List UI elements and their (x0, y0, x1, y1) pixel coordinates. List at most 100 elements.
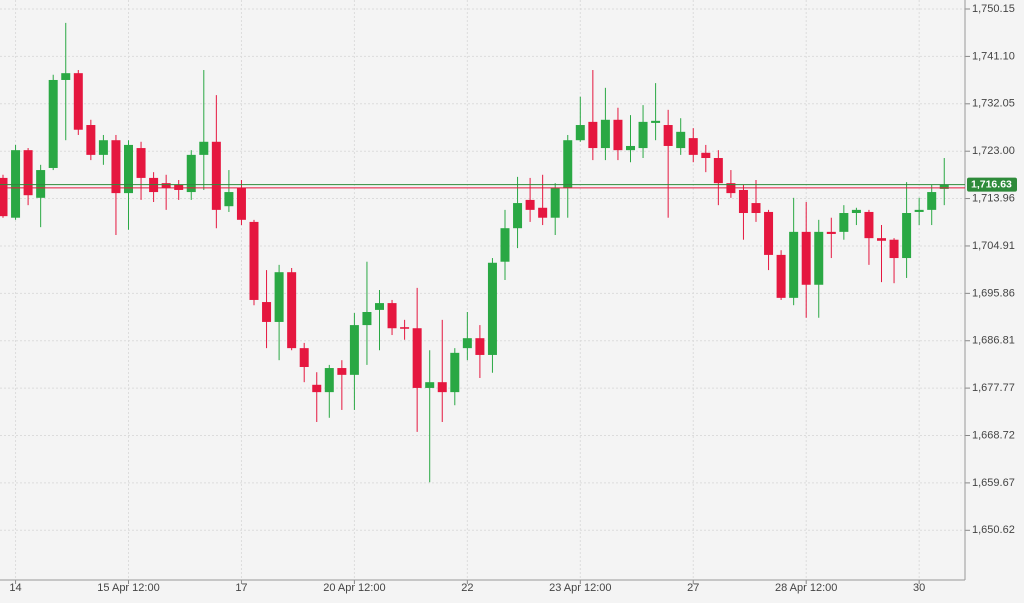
candle-body (789, 231, 799, 298)
price-label: 1,716.63 (971, 178, 1012, 190)
candle-body (801, 231, 811, 285)
candle-body (751, 203, 761, 214)
candle-body (337, 368, 347, 375)
candle-body (525, 199, 535, 210)
candle-body (86, 125, 96, 155)
candle-body (613, 119, 623, 151)
candle-body (839, 213, 849, 232)
candle-body (124, 144, 133, 194)
candle-body (98, 140, 108, 155)
candle-body (11, 150, 21, 218)
candle-body (387, 303, 397, 329)
candle-body (663, 125, 673, 146)
candle-body (262, 302, 272, 322)
candle-body (914, 209, 924, 212)
candle-body (513, 203, 523, 229)
candle-body (600, 119, 610, 149)
x-tick-label: 20 Apr 12:00 (323, 582, 385, 594)
y-tick-label: 1,713.96 (972, 192, 1015, 204)
y-tick-label: 1,732.05 (972, 98, 1015, 110)
candle-body (688, 138, 698, 155)
candle-body (902, 213, 912, 259)
candle-body (437, 382, 447, 393)
candle-body (111, 140, 121, 194)
candle-body (73, 73, 83, 130)
candle-body (224, 192, 234, 207)
candle-body (287, 272, 297, 349)
candle-body (851, 209, 861, 214)
candle-body (563, 140, 573, 188)
x-tick-label: 30 (913, 582, 925, 594)
candle-body (538, 207, 548, 218)
candle-body (864, 211, 874, 239)
candle-body (274, 272, 284, 322)
candle-body (299, 348, 309, 367)
candle-body (588, 121, 598, 149)
y-tick-label: 1,695.86 (972, 287, 1015, 299)
x-tick-label: 22 (461, 582, 473, 594)
candle-body (362, 311, 372, 326)
y-tick-label: 1,741.10 (972, 50, 1015, 62)
candle-body (23, 150, 33, 196)
candle-body (927, 192, 937, 210)
candle-body (738, 189, 748, 214)
candle-body (349, 325, 359, 375)
candle-body (174, 184, 184, 190)
x-tick-label: 14 (9, 582, 21, 594)
x-tick-label: 17 (235, 582, 247, 594)
candle-body (651, 120, 661, 123)
candle-body (575, 125, 585, 141)
candle-body (701, 152, 711, 159)
candle-body (236, 187, 246, 220)
candle-body (826, 231, 836, 234)
candle-body (487, 262, 497, 355)
candle-body (136, 148, 146, 178)
price-label-box (967, 177, 1017, 192)
candle-body (676, 131, 686, 149)
candle-body (312, 384, 322, 393)
candle-body (475, 338, 485, 355)
candle-body (0, 177, 8, 217)
candle-body (776, 254, 786, 298)
candle-body (638, 121, 648, 149)
candle-body (211, 141, 221, 210)
candle-body (324, 368, 334, 393)
candle-body (375, 303, 384, 310)
y-tick-label: 1,704.91 (972, 240, 1015, 252)
candle-body (36, 170, 46, 198)
candle-body (199, 141, 209, 155)
x-tick-label: 23 Apr 12:00 (549, 582, 611, 594)
candle-body (161, 183, 171, 188)
candle-body (877, 238, 886, 241)
candle-body (249, 221, 259, 300)
x-tick-label: 15 Apr 12:00 (97, 582, 159, 594)
candle-body (814, 231, 824, 285)
candle-body (462, 338, 472, 349)
candle-body (713, 158, 723, 184)
y-tick-label: 1,650.62 (972, 524, 1015, 536)
candle-body (550, 187, 560, 218)
y-tick-label: 1,677.77 (972, 382, 1015, 394)
y-tick-label: 1,686.81 (972, 335, 1015, 347)
candle-body (186, 154, 196, 193)
candle-body (764, 211, 774, 255)
candle-body (412, 328, 422, 388)
candle-body (400, 327, 410, 329)
candle-body (48, 79, 58, 168)
candle-body (425, 382, 435, 388)
y-tick-label: 1,750.15 (972, 3, 1015, 15)
x-tick-label: 27 (687, 582, 699, 594)
y-tick-label: 1,723.00 (972, 145, 1015, 157)
candle-body (889, 239, 899, 259)
candle-body (626, 145, 635, 151)
candle-body (939, 184, 949, 189)
candle-body (450, 352, 460, 393)
y-tick-label: 1,668.72 (972, 429, 1015, 441)
x-tick-label: 28 Apr 12:00 (775, 582, 837, 594)
candle-body (500, 228, 510, 262)
y-tick-label: 1,659.67 (972, 477, 1015, 489)
candle-body (61, 73, 71, 80)
